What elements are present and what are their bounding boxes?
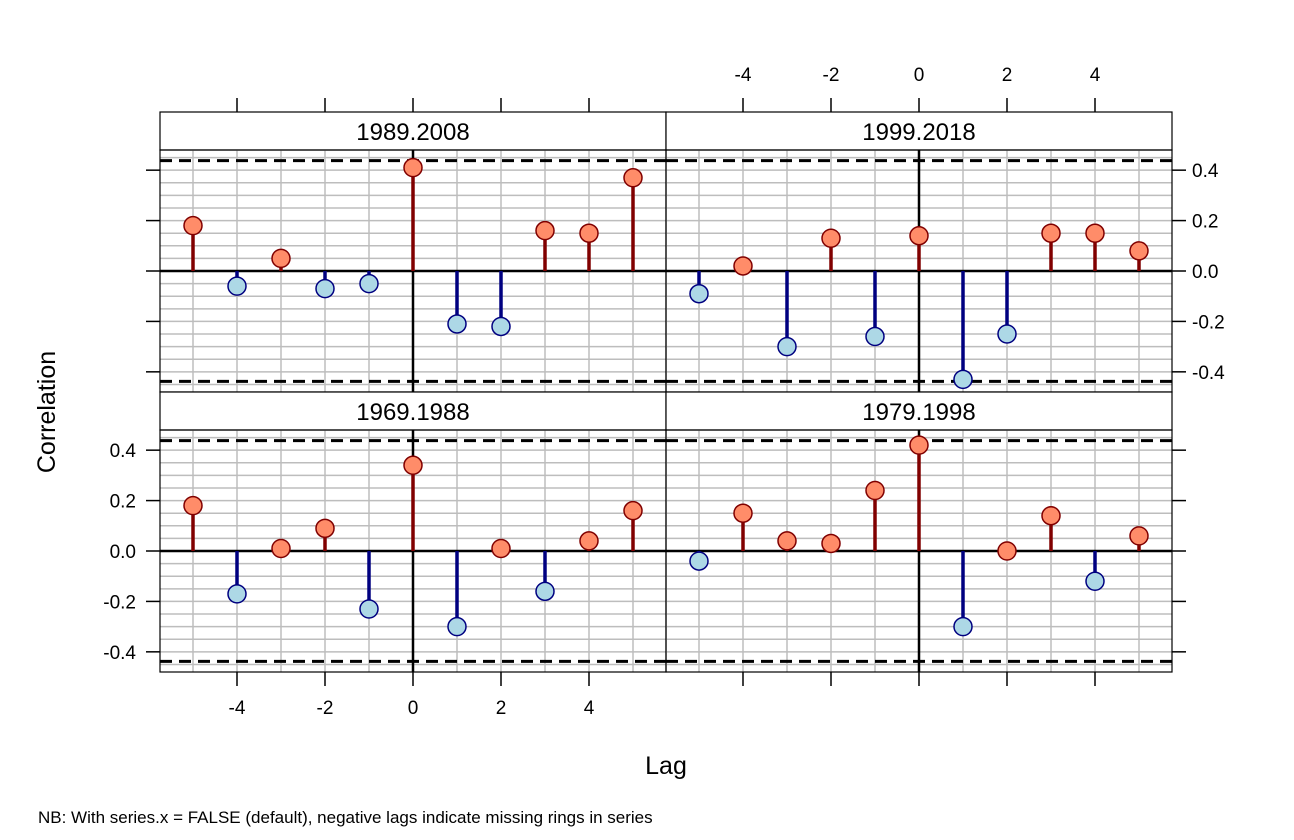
- panel-strip: [665, 111, 1173, 151]
- y-tick-label-right: -0.2: [1192, 312, 1225, 333]
- ccf-point: [689, 283, 709, 304]
- y-tick-label-right: 0.0: [1192, 262, 1218, 283]
- ccf-point: [733, 256, 753, 276]
- ccf-point: [447, 616, 467, 637]
- y-tick-label-right: -0.4: [1192, 363, 1225, 384]
- panel-strip: [159, 391, 667, 431]
- ccf-point: [909, 435, 929, 455]
- panel-1969.1988: 1969.1988: [159, 391, 667, 673]
- ccf-point: [1129, 241, 1149, 261]
- ccf-point: [579, 223, 599, 243]
- x-tick-label-top: -4: [735, 65, 752, 86]
- ccf-point: [271, 538, 291, 559]
- x-tick-label-top: 2: [1002, 65, 1013, 86]
- ccf-point: [271, 248, 291, 269]
- ccf-point: [1085, 571, 1105, 591]
- ccf-point: [491, 316, 511, 337]
- panel-strip: [159, 111, 667, 151]
- ccf-point: [403, 455, 423, 476]
- ccf-point: [1041, 505, 1061, 526]
- y-tick-label-left: -0.2: [103, 592, 136, 613]
- ccf-point: [909, 225, 929, 246]
- ccf-point: [953, 369, 973, 390]
- ccf-point: [359, 273, 379, 294]
- ccf-point: [777, 336, 797, 357]
- y-tick-label-right: 0.2: [1192, 212, 1218, 233]
- x-tick-label-bottom: -4: [229, 698, 246, 719]
- ccf-point: [315, 518, 335, 539]
- ccf-point: [359, 599, 379, 619]
- ccf-point: [689, 551, 709, 571]
- panel-strip-label: 1989.2008: [356, 119, 469, 146]
- ccf-point: [315, 278, 335, 299]
- ccf-point: [1129, 526, 1149, 546]
- ccf-point: [535, 220, 555, 241]
- panel-1999.2018: 1999.2018: [665, 111, 1173, 393]
- x-tick-label-top: -2: [823, 65, 840, 86]
- panel-1989.2008: 1989.2008: [159, 111, 667, 393]
- ccf-point: [491, 538, 511, 559]
- ccf-point: [821, 228, 841, 248]
- ccf-point: [821, 533, 841, 554]
- y-axis-title: Correlation: [33, 351, 61, 473]
- panel-strip-label: 1999.2018: [862, 119, 975, 146]
- y-tick-label-left: -0.4: [103, 643, 136, 664]
- panels-layer: 1989.2008 1999.2018 1969.1988 1979.1998: [159, 111, 1173, 673]
- ccf-point: [447, 314, 467, 334]
- x-axis-title: Lag: [645, 752, 687, 780]
- x-tick-label-top: 0: [914, 65, 925, 86]
- y-tick-label-right: 0.4: [1192, 161, 1219, 182]
- ccf-point: [227, 584, 247, 604]
- x-tick-label-bottom: 0: [408, 698, 419, 719]
- ccf-point: [1041, 223, 1061, 243]
- footnote: NB: With series.x = FALSE (default), neg…: [38, 808, 653, 827]
- x-tick-label-bottom: 4: [584, 698, 595, 719]
- ccf-point: [733, 503, 753, 523]
- ccf-point: [997, 541, 1017, 561]
- panel-strip: [665, 391, 1173, 431]
- axes-layer: -4 -2 0 2 4 -4 -2 0 2 4 0.4 0.2 0.0 -0.2 -0.4 0.4 0.2 0.0…: [103, 65, 1225, 719]
- ccf-point: [1085, 223, 1105, 243]
- ccf-point: [535, 581, 555, 602]
- panel-strip-label: 1969.1988: [356, 399, 469, 426]
- x-tick-label-top: 4: [1090, 65, 1101, 86]
- ccf-point: [777, 531, 797, 551]
- y-tick-label-left: 0.0: [110, 542, 136, 563]
- ccf-point: [227, 276, 247, 296]
- panel-1979.1998: 1979.1998: [665, 391, 1173, 673]
- ccf-point: [403, 157, 423, 178]
- ccf-point: [953, 616, 973, 637]
- y-tick-label-left: 0.4: [110, 441, 137, 462]
- ccf-point: [623, 167, 643, 188]
- panel-strip-label: 1979.1998: [862, 399, 975, 426]
- ccf-point: [865, 480, 885, 501]
- ccf-point: [997, 324, 1017, 344]
- ccf-point: [183, 215, 203, 236]
- ccf-point: [183, 495, 203, 516]
- ccf-point: [865, 326, 885, 347]
- ccf-point: [579, 531, 599, 551]
- x-tick-label-bottom: 2: [496, 698, 507, 719]
- x-tick-label-bottom: -2: [317, 698, 334, 719]
- ccf-point: [623, 500, 643, 521]
- y-tick-label-left: 0.2: [110, 492, 136, 513]
